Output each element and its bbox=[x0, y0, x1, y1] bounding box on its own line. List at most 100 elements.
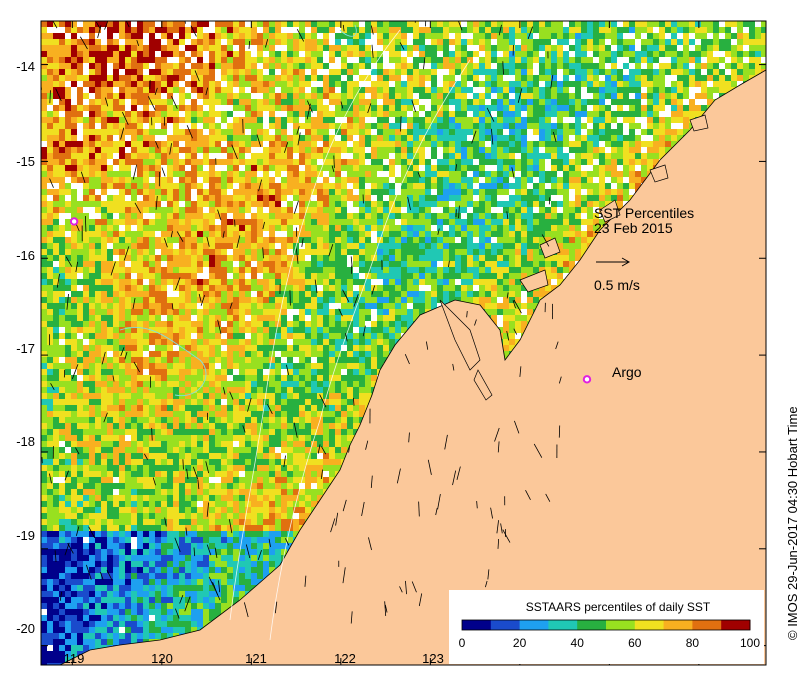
sst-pixel bbox=[155, 267, 161, 273]
sst-pixel bbox=[299, 27, 305, 33]
sst-pixel bbox=[749, 57, 755, 63]
sst-pixel bbox=[227, 99, 233, 105]
sst-pixel bbox=[107, 273, 113, 279]
sst-pixel bbox=[125, 285, 131, 291]
sst-pixel bbox=[581, 237, 587, 243]
sst-pixel bbox=[269, 195, 275, 201]
sst-pixel bbox=[371, 69, 377, 75]
sst-pixel bbox=[299, 21, 305, 27]
sst-pixel bbox=[563, 39, 569, 45]
sst-pixel bbox=[59, 81, 65, 87]
sst-pixel bbox=[395, 279, 401, 285]
sst-pixel bbox=[329, 57, 335, 63]
sst-pixel bbox=[293, 99, 299, 105]
sst-pixel bbox=[527, 165, 533, 171]
sst-pixel bbox=[473, 201, 479, 207]
sst-pixel bbox=[323, 207, 329, 213]
sst-pixel bbox=[311, 21, 317, 27]
sst-pixel bbox=[179, 33, 185, 39]
sst-pixel bbox=[671, 135, 677, 141]
sst-pixel bbox=[473, 123, 479, 129]
sst-pixel bbox=[431, 177, 437, 183]
sst-pixel bbox=[239, 75, 245, 81]
sst-pixel bbox=[89, 21, 95, 27]
sst-pixel bbox=[701, 63, 707, 69]
sst-pixel bbox=[71, 189, 77, 195]
sst-pixel bbox=[149, 201, 155, 207]
sst-pixel bbox=[131, 141, 137, 147]
sst-pixel bbox=[263, 237, 269, 243]
sst-pixel bbox=[143, 273, 149, 279]
sst-pixel bbox=[167, 255, 173, 261]
sst-pixel bbox=[509, 129, 515, 135]
sst-pixel bbox=[137, 231, 143, 237]
sst-pixel bbox=[425, 159, 431, 165]
sst-pixel bbox=[173, 21, 179, 27]
sst-pixel bbox=[89, 99, 95, 105]
sst-pixel bbox=[443, 87, 449, 93]
sst-pixel bbox=[167, 159, 173, 165]
sst-pixel bbox=[239, 249, 245, 255]
sst-pixel bbox=[473, 177, 479, 183]
sst-pixel bbox=[341, 297, 347, 303]
sst-pixel bbox=[521, 195, 527, 201]
sst-pixel bbox=[137, 159, 143, 165]
sst-pixel bbox=[155, 183, 161, 189]
sst-pixel bbox=[401, 195, 407, 201]
sst-pixel bbox=[389, 285, 395, 291]
sst-pixel bbox=[365, 201, 371, 207]
sst-pixel bbox=[323, 261, 329, 267]
sst-pixel bbox=[401, 33, 407, 39]
sst-pixel bbox=[77, 291, 83, 297]
sst-pixel bbox=[95, 39, 101, 45]
sst-pixel bbox=[137, 147, 143, 153]
sst-pixel bbox=[521, 117, 527, 123]
sst-pixel bbox=[101, 63, 107, 69]
sst-pixel bbox=[689, 39, 695, 45]
sst-pixel bbox=[419, 129, 425, 135]
sst-pixel bbox=[515, 225, 521, 231]
sst-pixel bbox=[347, 195, 353, 201]
sst-pixel bbox=[71, 177, 77, 183]
sst-pixel bbox=[137, 129, 143, 135]
sst-pixel bbox=[131, 213, 137, 219]
sst-pixel bbox=[521, 189, 527, 195]
sst-pixel bbox=[599, 81, 605, 87]
sst-pixel bbox=[515, 129, 521, 135]
sst-pixel bbox=[593, 123, 599, 129]
sst-pixel bbox=[569, 27, 575, 33]
sst-pixel bbox=[707, 93, 713, 99]
sst-pixel bbox=[413, 177, 419, 183]
sst-pixel bbox=[353, 21, 359, 27]
sst-pixel bbox=[473, 39, 479, 45]
sst-pixel bbox=[269, 285, 275, 291]
sst-pixel bbox=[227, 21, 233, 27]
sst-pixel bbox=[269, 39, 275, 45]
sst-pixel bbox=[365, 153, 371, 159]
sst-pixel bbox=[41, 33, 47, 39]
sst-pixel bbox=[557, 123, 563, 129]
sst-pixel bbox=[335, 81, 341, 87]
sst-pixel bbox=[59, 45, 65, 51]
sst-pixel bbox=[431, 57, 437, 63]
sst-pixel bbox=[473, 291, 479, 297]
sst-pixel bbox=[83, 285, 89, 291]
sst-pixel bbox=[479, 27, 485, 33]
sst-pixel bbox=[41, 51, 47, 57]
sst-pixel bbox=[233, 141, 239, 147]
sst-pixel bbox=[113, 291, 119, 297]
sst-pixel bbox=[551, 51, 557, 57]
sst-pixel bbox=[137, 291, 143, 297]
sst-pixel bbox=[161, 291, 167, 297]
sst-pixel bbox=[383, 213, 389, 219]
sst-pixel bbox=[107, 171, 113, 177]
sst-pixel bbox=[425, 33, 431, 39]
sst-pixel bbox=[257, 39, 263, 45]
sst-pixel bbox=[545, 225, 551, 231]
sst-pixel bbox=[605, 111, 611, 117]
sst-pixel bbox=[377, 291, 383, 297]
sst-pixel bbox=[245, 93, 251, 99]
sst-pixel bbox=[65, 135, 71, 141]
sst-pixel bbox=[239, 195, 245, 201]
sst-pixel bbox=[341, 207, 347, 213]
